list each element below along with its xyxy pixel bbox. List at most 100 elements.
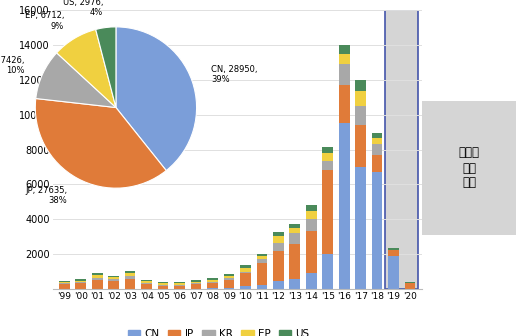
Bar bbox=[207, 280, 218, 282]
Bar bbox=[289, 244, 300, 279]
Bar bbox=[339, 45, 349, 54]
Bar bbox=[207, 283, 218, 288]
Bar bbox=[59, 283, 70, 284]
Bar bbox=[141, 284, 152, 289]
Bar bbox=[306, 232, 317, 273]
Bar bbox=[388, 256, 399, 289]
Bar bbox=[223, 274, 235, 276]
Bar bbox=[339, 85, 349, 123]
Bar bbox=[289, 223, 300, 227]
Bar bbox=[273, 236, 284, 243]
Bar bbox=[372, 155, 383, 172]
Bar bbox=[75, 279, 86, 281]
Bar bbox=[223, 288, 235, 289]
Bar bbox=[75, 283, 86, 289]
Bar bbox=[240, 265, 251, 268]
Bar bbox=[306, 273, 317, 289]
Bar bbox=[273, 281, 284, 289]
Wedge shape bbox=[116, 27, 197, 171]
Bar bbox=[372, 138, 383, 144]
Bar bbox=[355, 91, 366, 106]
Bar bbox=[388, 250, 399, 256]
Bar bbox=[273, 251, 284, 281]
Bar bbox=[108, 279, 119, 281]
Bar bbox=[240, 286, 251, 289]
Bar bbox=[59, 284, 70, 289]
Wedge shape bbox=[35, 98, 166, 188]
Bar bbox=[191, 281, 201, 282]
Bar bbox=[191, 283, 201, 285]
Bar bbox=[141, 281, 152, 283]
Bar bbox=[339, 54, 349, 64]
Bar bbox=[158, 283, 169, 284]
Bar bbox=[372, 133, 383, 138]
Bar bbox=[273, 243, 284, 251]
Legend: CN, JP, KR, EP, US: CN, JP, KR, EP, US bbox=[124, 325, 314, 336]
Bar bbox=[75, 281, 86, 282]
Wedge shape bbox=[36, 53, 116, 108]
Bar bbox=[306, 205, 317, 211]
Bar bbox=[223, 278, 235, 280]
Bar bbox=[92, 278, 103, 280]
Bar bbox=[207, 278, 218, 280]
Bar bbox=[257, 256, 267, 259]
Bar bbox=[141, 283, 152, 284]
Bar bbox=[355, 125, 366, 167]
Bar bbox=[372, 172, 383, 289]
Text: US, 2976,
4%: US, 2976, 4% bbox=[63, 0, 103, 17]
Bar bbox=[323, 170, 333, 254]
Bar bbox=[289, 279, 300, 289]
Bar bbox=[223, 276, 235, 278]
Bar bbox=[323, 147, 333, 153]
Bar bbox=[289, 233, 300, 244]
Bar bbox=[59, 281, 70, 282]
Text: EP, 6712,
9%: EP, 6712, 9% bbox=[25, 11, 64, 31]
Bar bbox=[323, 161, 333, 170]
Bar bbox=[355, 80, 366, 91]
Text: CN, 28950,
39%: CN, 28950, 39% bbox=[211, 65, 258, 84]
Bar bbox=[174, 285, 185, 286]
Text: JP, 27635,
38%: JP, 27635, 38% bbox=[25, 186, 67, 205]
Bar bbox=[240, 268, 251, 272]
Bar bbox=[191, 285, 201, 289]
Bar bbox=[92, 276, 103, 278]
Bar bbox=[191, 282, 201, 283]
Bar bbox=[174, 286, 185, 289]
Bar bbox=[306, 219, 317, 232]
Bar bbox=[92, 274, 103, 276]
Bar bbox=[125, 279, 135, 289]
Bar bbox=[240, 273, 251, 286]
Bar bbox=[92, 280, 103, 289]
Bar bbox=[339, 123, 349, 289]
Bar bbox=[355, 167, 366, 289]
Bar bbox=[306, 211, 317, 219]
Bar bbox=[323, 254, 333, 289]
Bar bbox=[372, 144, 383, 155]
Bar bbox=[405, 283, 415, 289]
Bar bbox=[125, 271, 135, 273]
Bar bbox=[125, 273, 135, 277]
Bar bbox=[158, 285, 169, 286]
Bar bbox=[385, 10, 418, 289]
Bar bbox=[240, 272, 251, 273]
Bar bbox=[108, 277, 119, 279]
Bar bbox=[257, 254, 267, 256]
Bar bbox=[355, 106, 366, 125]
Bar bbox=[257, 263, 267, 286]
Text: KR, 7426,
10%: KR, 7426, 10% bbox=[0, 56, 24, 75]
Bar bbox=[108, 276, 119, 277]
Bar bbox=[223, 280, 235, 288]
Bar bbox=[174, 283, 185, 285]
Bar bbox=[207, 288, 218, 289]
Bar bbox=[405, 282, 415, 283]
Wedge shape bbox=[57, 30, 116, 108]
Bar bbox=[257, 259, 267, 263]
Bar bbox=[158, 286, 169, 289]
Bar bbox=[108, 281, 119, 289]
Bar bbox=[125, 277, 135, 279]
Bar bbox=[75, 282, 86, 283]
Bar bbox=[158, 284, 169, 285]
Bar bbox=[59, 282, 70, 283]
Wedge shape bbox=[96, 27, 116, 108]
Bar bbox=[174, 282, 185, 283]
